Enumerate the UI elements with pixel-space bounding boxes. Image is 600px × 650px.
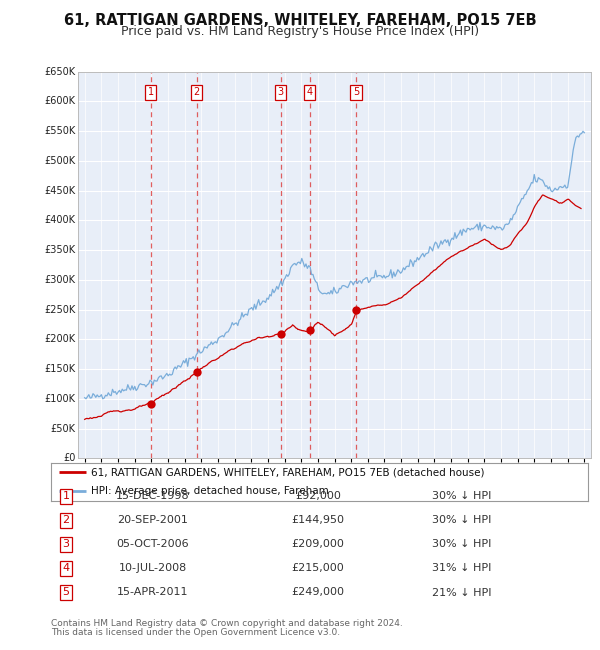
Text: £215,000: £215,000 [292, 564, 344, 573]
Text: £500K: £500K [44, 156, 76, 166]
Text: 30% ↓ HPI: 30% ↓ HPI [432, 540, 491, 549]
Text: Contains HM Land Registry data © Crown copyright and database right 2024.: Contains HM Land Registry data © Crown c… [51, 619, 403, 628]
Text: 5: 5 [62, 588, 70, 597]
Text: 61, RATTIGAN GARDENS, WHITELEY, FAREHAM, PO15 7EB (detached house): 61, RATTIGAN GARDENS, WHITELEY, FAREHAM,… [91, 467, 485, 477]
Text: £100K: £100K [44, 394, 76, 404]
Text: £50K: £50K [50, 424, 76, 434]
Text: £600K: £600K [44, 96, 76, 106]
Text: £300K: £300K [44, 275, 76, 285]
Text: 3: 3 [62, 540, 70, 549]
Text: 30% ↓ HPI: 30% ↓ HPI [432, 491, 491, 501]
Text: £200K: £200K [44, 334, 76, 345]
Text: £550K: £550K [44, 126, 76, 136]
Text: This data is licensed under the Open Government Licence v3.0.: This data is licensed under the Open Gov… [51, 628, 340, 637]
Text: £249,000: £249,000 [292, 588, 344, 597]
Text: 2: 2 [62, 515, 70, 525]
Text: 21% ↓ HPI: 21% ↓ HPI [432, 588, 491, 597]
Text: 4: 4 [307, 87, 313, 98]
Text: £150K: £150K [44, 364, 76, 374]
Text: 20-SEP-2001: 20-SEP-2001 [118, 515, 188, 525]
Text: 2: 2 [193, 87, 200, 98]
Text: 30% ↓ HPI: 30% ↓ HPI [432, 515, 491, 525]
Text: 15-APR-2011: 15-APR-2011 [117, 588, 189, 597]
Text: £250K: £250K [44, 304, 76, 315]
Text: 10-JUL-2008: 10-JUL-2008 [119, 564, 187, 573]
Text: 05-OCT-2006: 05-OCT-2006 [116, 540, 190, 549]
Text: £92,000: £92,000 [295, 491, 341, 501]
Text: £400K: £400K [44, 215, 76, 226]
Text: 31% ↓ HPI: 31% ↓ HPI [432, 564, 491, 573]
Text: £209,000: £209,000 [292, 540, 344, 549]
Text: 3: 3 [277, 87, 284, 98]
Text: £144,950: £144,950 [292, 515, 344, 525]
Text: Price paid vs. HM Land Registry's House Price Index (HPI): Price paid vs. HM Land Registry's House … [121, 25, 479, 38]
Text: £350K: £350K [44, 245, 76, 255]
Text: £0: £0 [63, 453, 76, 463]
Text: 4: 4 [62, 564, 70, 573]
Text: £650K: £650K [44, 66, 76, 77]
Text: £450K: £450K [44, 185, 76, 196]
Text: 1: 1 [62, 491, 70, 501]
Text: HPI: Average price, detached house, Fareham: HPI: Average price, detached house, Fare… [91, 486, 329, 496]
Text: 5: 5 [353, 87, 359, 98]
Text: 15-DEC-1998: 15-DEC-1998 [116, 491, 190, 501]
Text: 1: 1 [148, 87, 154, 98]
Text: 61, RATTIGAN GARDENS, WHITELEY, FAREHAM, PO15 7EB: 61, RATTIGAN GARDENS, WHITELEY, FAREHAM,… [64, 13, 536, 28]
